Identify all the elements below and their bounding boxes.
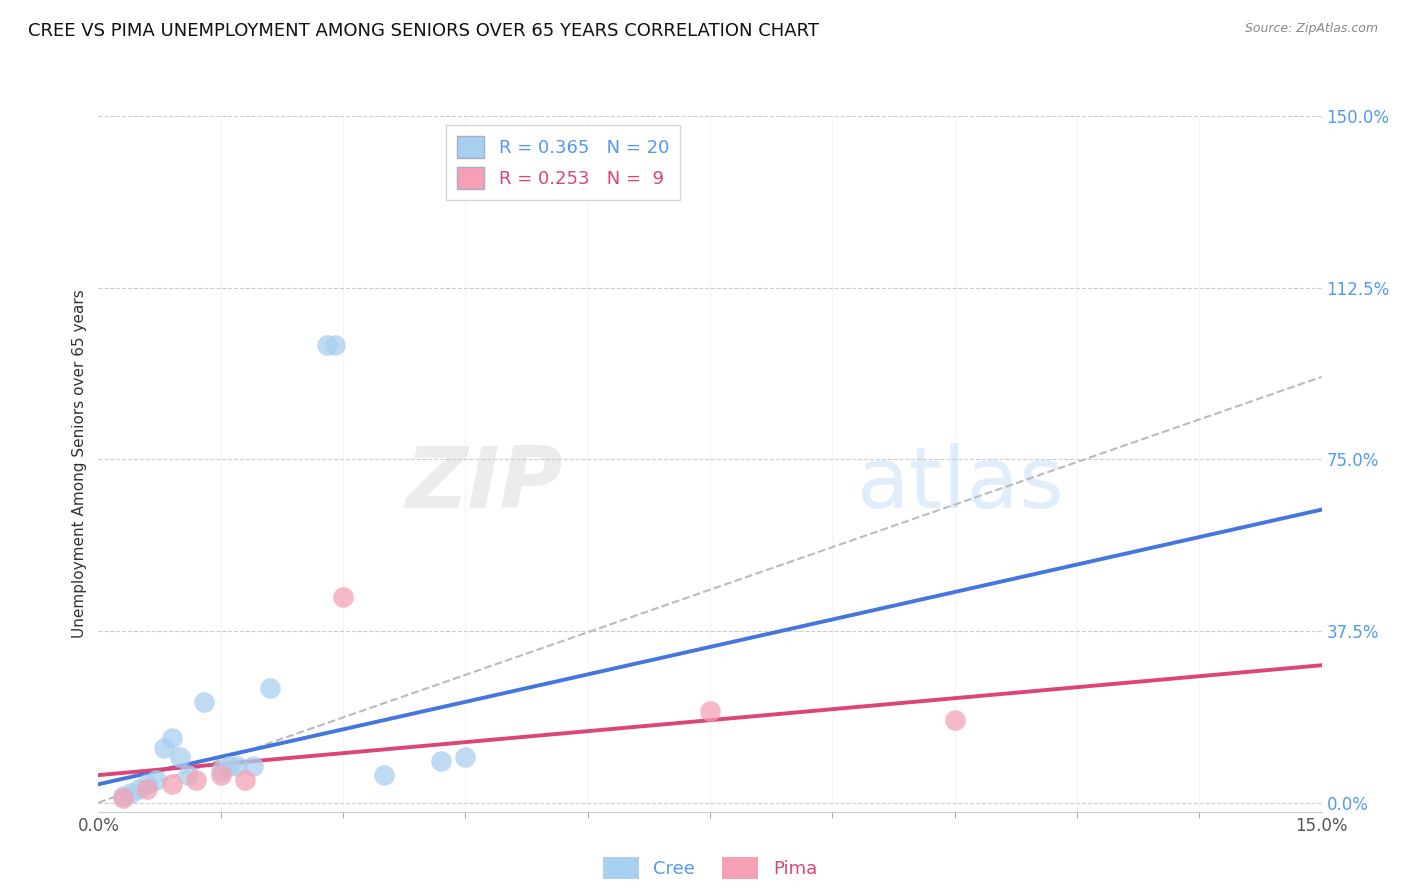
Point bbox=[111, 791, 134, 805]
Point bbox=[226, 759, 249, 773]
Point bbox=[323, 338, 346, 352]
Point bbox=[209, 768, 232, 782]
Point bbox=[699, 704, 721, 718]
Point bbox=[242, 759, 264, 773]
Point bbox=[430, 755, 453, 769]
Point bbox=[218, 759, 240, 773]
Point bbox=[128, 781, 150, 796]
Point bbox=[152, 740, 174, 755]
Point bbox=[111, 789, 134, 803]
Point bbox=[209, 764, 232, 778]
Point bbox=[160, 731, 183, 746]
Point bbox=[136, 781, 159, 796]
Point bbox=[177, 768, 200, 782]
Point bbox=[454, 749, 477, 764]
Point bbox=[186, 772, 208, 787]
Point bbox=[259, 681, 281, 695]
Y-axis label: Unemployment Among Seniors over 65 years: Unemployment Among Seniors over 65 years bbox=[72, 290, 87, 638]
Point bbox=[315, 338, 337, 352]
Point bbox=[120, 786, 142, 800]
Text: CREE VS PIMA UNEMPLOYMENT AMONG SENIORS OVER 65 YEARS CORRELATION CHART: CREE VS PIMA UNEMPLOYMENT AMONG SENIORS … bbox=[28, 22, 820, 40]
Legend: Cree, Pima: Cree, Pima bbox=[596, 850, 824, 886]
Point bbox=[233, 772, 256, 787]
Text: Source: ZipAtlas.com: Source: ZipAtlas.com bbox=[1244, 22, 1378, 36]
Text: ZIP: ZIP bbox=[405, 443, 564, 526]
Point bbox=[169, 749, 191, 764]
Point bbox=[145, 772, 167, 787]
Text: atlas: atlas bbox=[856, 443, 1064, 526]
Point bbox=[136, 777, 159, 791]
Point bbox=[332, 590, 354, 604]
Point bbox=[160, 777, 183, 791]
Point bbox=[943, 713, 966, 727]
Point bbox=[193, 695, 215, 709]
Point bbox=[373, 768, 395, 782]
